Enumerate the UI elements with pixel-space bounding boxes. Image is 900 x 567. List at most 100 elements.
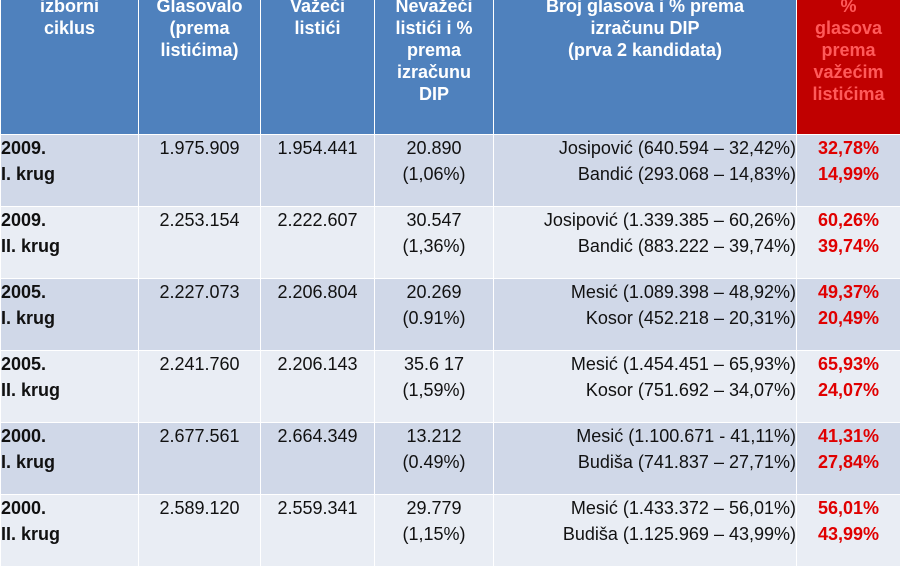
- voted-voted: 2.589.120: [139, 495, 260, 521]
- cycle-year: 2000.: [1, 423, 138, 449]
- invalid-invalid-pct: (1,15%): [375, 521, 493, 547]
- valid-cell: 1.954.441: [261, 135, 375, 207]
- cycle-round: I. krug: [1, 305, 138, 331]
- voted-cell: 2.227.073: [139, 279, 261, 351]
- valid-cell: 2.206.804: [261, 279, 375, 351]
- voted-voted: 2.677.561: [139, 423, 260, 449]
- valid-pct-pct2: 20,49%: [797, 305, 900, 331]
- invalid-invalid-pct: (1,36%): [375, 233, 493, 259]
- valid-valid: 2.206.804: [261, 279, 374, 305]
- candidates-cand1: Mesić (1.100.671 - 41,11%): [494, 423, 796, 449]
- header-voted: Glasovalo (prema listićima): [139, 0, 261, 135]
- cycle-cell: 2005.II. krug: [1, 351, 139, 423]
- cycle-year: 2005.: [1, 279, 138, 305]
- cycle-round: I. krug: [1, 449, 138, 475]
- invalid-invalid-count: 30.547: [375, 207, 493, 233]
- valid-pct-cell: 49,37%20,49%: [797, 279, 900, 351]
- candidates-cand1: Josipović (640.594 – 32,42%): [494, 135, 796, 161]
- valid-pct-pct2: 14,99%: [797, 161, 900, 187]
- candidates-cand2: Kosor (751.692 – 34,07%): [494, 377, 796, 403]
- valid-pct-pct1: 41,31%: [797, 423, 900, 449]
- valid-cell: 2.559.341: [261, 495, 375, 567]
- candidates-cand1: Mesić (1.089.398 – 48,92%): [494, 279, 796, 305]
- valid-cell: 2.206.143: [261, 351, 375, 423]
- candidates-cell: Josipović (640.594 – 32,42%)Bandić (293.…: [494, 135, 797, 207]
- valid-valid: 1.954.441: [261, 135, 374, 161]
- cycle-cell: 2009.II. krug: [1, 207, 139, 279]
- candidates-cand1: Mesić (1.433.372 – 56,01%): [494, 495, 796, 521]
- header-valid-pct: % glasova prema važećim listićima: [797, 0, 900, 135]
- voted-voted: 2.253.154: [139, 207, 260, 233]
- valid-pct-pct1: 60,26%: [797, 207, 900, 233]
- invalid-cell: 13.212(0.49%): [375, 423, 494, 495]
- candidates-cand2: Budiša (1.125.969 – 43,99%): [494, 521, 796, 547]
- voted-cell: 2.241.760: [139, 351, 261, 423]
- candidates-cell: Mesić (1.454.451 – 65,93%)Kosor (751.692…: [494, 351, 797, 423]
- voted-voted: 1.975.909: [139, 135, 260, 161]
- invalid-invalid-pct: (1,06%): [375, 161, 493, 187]
- voted-cell: 2.677.561: [139, 423, 261, 495]
- invalid-invalid-pct: (0.91%): [375, 305, 493, 331]
- header-candidates: Broj glasova i % prema izračunu DIP (prv…: [494, 0, 797, 135]
- voted-voted: 2.227.073: [139, 279, 260, 305]
- invalid-cell: 30.547(1,36%): [375, 207, 494, 279]
- valid-pct-cell: 32,78%14,99%: [797, 135, 900, 207]
- invalid-invalid-pct: (1,59%): [375, 377, 493, 403]
- cycle-year: 2005.: [1, 351, 138, 377]
- valid-cell: 2.222.607: [261, 207, 375, 279]
- invalid-invalid-count: 20.269: [375, 279, 493, 305]
- candidates-cand2: Budiša (741.837 – 27,71%): [494, 449, 796, 475]
- cycle-cell: 2009.I. krug: [1, 135, 139, 207]
- valid-valid: 2.222.607: [261, 207, 374, 233]
- valid-pct-pct1: 56,01%: [797, 495, 900, 521]
- cycle-round: II. krug: [1, 233, 138, 259]
- valid-pct-cell: 60,26%39,74%: [797, 207, 900, 279]
- invalid-invalid-count: 20.890: [375, 135, 493, 161]
- cycle-year: 2009.: [1, 135, 138, 161]
- invalid-cell: 35.6 17(1,59%): [375, 351, 494, 423]
- valid-pct-cell: 56,01%43,99%: [797, 495, 900, 567]
- valid-pct-cell: 41,31%27,84%: [797, 423, 900, 495]
- valid-pct-pct2: 43,99%: [797, 521, 900, 547]
- cycle-cell: 2005.I. krug: [1, 279, 139, 351]
- invalid-invalid-count: 13.212: [375, 423, 493, 449]
- header-invalid: Nevažeći listići i % prema izračunu DIP: [375, 0, 494, 135]
- valid-valid: 2.206.143: [261, 351, 374, 377]
- valid-cell: 2.664.349: [261, 423, 375, 495]
- cycle-round: II. krug: [1, 521, 138, 547]
- invalid-invalid-count: 29.779: [375, 495, 493, 521]
- voted-cell: 1.975.909: [139, 135, 261, 207]
- valid-valid: 2.559.341: [261, 495, 374, 521]
- valid-valid: 2.664.349: [261, 423, 374, 449]
- candidates-cell: Mesić (1.089.398 – 48,92%)Kosor (452.218…: [494, 279, 797, 351]
- header-row: izborni ciklus Glasovalo (prema listićim…: [1, 0, 900, 135]
- voted-cell: 2.589.120: [139, 495, 261, 567]
- invalid-cell: 29.779(1,15%): [375, 495, 494, 567]
- candidates-cell: Mesić (1.100.671 - 41,11%)Budiša (741.83…: [494, 423, 797, 495]
- cycle-round: II. krug: [1, 377, 138, 403]
- valid-pct-pct2: 27,84%: [797, 449, 900, 475]
- cycle-year: 2009.: [1, 207, 138, 233]
- invalid-cell: 20.269(0.91%): [375, 279, 494, 351]
- invalid-cell: 20.890(1,06%): [375, 135, 494, 207]
- candidates-cell: Josipović (1.339.385 – 60,26%)Bandić (88…: [494, 207, 797, 279]
- candidates-cand2: Bandić (883.222 – 39,74%): [494, 233, 796, 259]
- header-valid: Važeći listići: [261, 0, 375, 135]
- valid-pct-pct1: 49,37%: [797, 279, 900, 305]
- invalid-invalid-pct: (0.49%): [375, 449, 493, 475]
- candidates-cand2: Kosor (452.218 – 20,31%): [494, 305, 796, 331]
- header-cycle: izborni ciklus: [1, 0, 139, 135]
- candidates-cand1: Josipović (1.339.385 – 60,26%): [494, 207, 796, 233]
- candidates-cand1: Mesić (1.454.451 – 65,93%): [494, 351, 796, 377]
- valid-pct-pct2: 39,74%: [797, 233, 900, 259]
- cycle-year: 2000.: [1, 495, 138, 521]
- cycle-round: I. krug: [1, 161, 138, 187]
- valid-pct-cell: 65,93%24,07%: [797, 351, 900, 423]
- cycle-cell: 2000.II. krug: [1, 495, 139, 567]
